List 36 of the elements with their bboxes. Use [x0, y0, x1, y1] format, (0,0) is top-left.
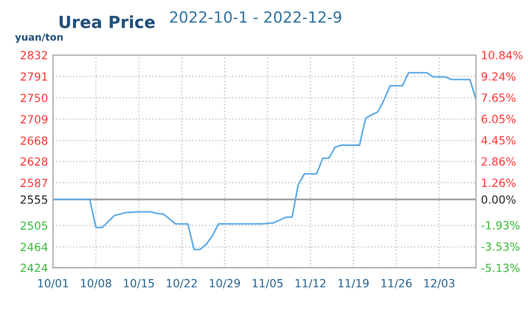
x-tick-label: 10/15	[124, 279, 154, 288]
chart-subtitle: 2022-10-1 - 2022-12-9	[170, 11, 342, 23]
y2-tick-label: 2.86%	[482, 157, 516, 166]
y2-tick-label: 4.45%	[481, 136, 516, 144]
x-tick-label: 10/22	[166, 279, 197, 288]
x-tick-label: 10/29	[210, 279, 240, 288]
y-tick-label: 2424	[20, 264, 48, 272]
y-axis-title: yuan/ton	[15, 34, 63, 43]
y-tick-label: 2709	[20, 115, 48, 124]
y2-tick-label: 6.05%	[482, 114, 516, 124]
x-tick-label: 12/03	[424, 279, 454, 288]
y2-tick-label: -1.93%	[481, 221, 520, 230]
y2-tick-label: 10.84%	[482, 50, 523, 60]
y-tick-label: 2668	[20, 136, 48, 145]
y-tick-label: 2587	[20, 178, 48, 188]
y2-tick-label: -5.13%	[481, 264, 520, 272]
y2-tick-label: 0.00%	[482, 195, 516, 204]
y-tick-label: 2750	[20, 94, 48, 102]
y2-tick-label: 1.26%	[482, 178, 516, 187]
y-tick-label: 2555	[20, 195, 48, 204]
x-tick-label: 11/05	[252, 279, 283, 288]
y-tick-label: 2832	[20, 50, 48, 60]
line-series	[53, 72, 476, 250]
y-tick-label: 2505	[20, 221, 48, 230]
x-tick-label: 11/26	[382, 279, 412, 288]
x-tick-label: 11/19	[338, 279, 369, 288]
y2-tick-label: -3.53%	[481, 242, 520, 251]
y2-tick-label: 9.24%	[482, 72, 516, 81]
y-tick-label: 2791	[20, 72, 48, 81]
chart-title: Urea Price	[60, 15, 155, 28]
y-tick-label: 2464	[20, 242, 48, 252]
y2-tick-label: 7.65%	[482, 93, 516, 102]
x-tick-label: 11/12	[296, 279, 326, 288]
x-tick-label: 10/08	[81, 279, 112, 288]
y-tick-label: 2628	[20, 157, 48, 166]
x-tick-label: 10/01	[38, 279, 68, 288]
